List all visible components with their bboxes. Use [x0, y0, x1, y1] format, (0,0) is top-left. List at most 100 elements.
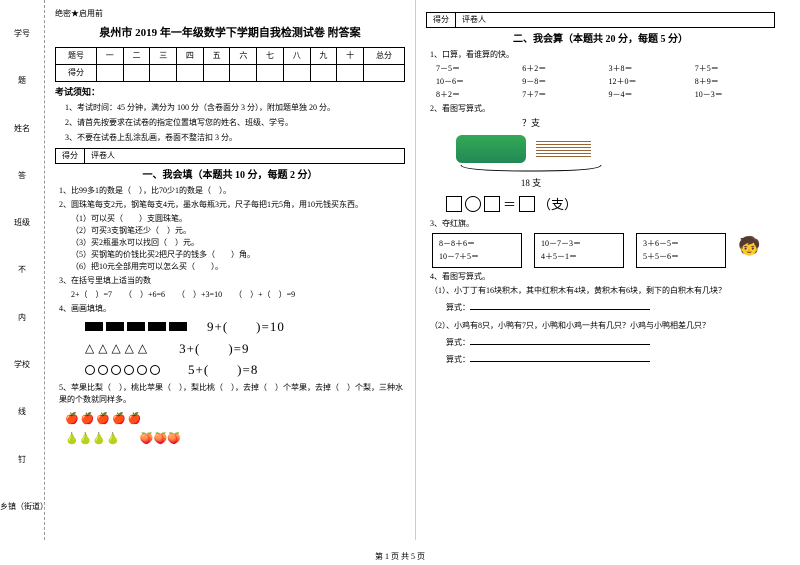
score-box-1: 得分 评卷人: [55, 148, 405, 164]
flag-boxes: 8－8＋6＝10－7＋5＝ 10－7－3＝4＋5－1＝ 3＋6－5＝5＋5－6＝…: [432, 233, 775, 268]
kousuan-item: 9－8＝: [522, 76, 602, 88]
score-cell: [257, 64, 284, 81]
flag-box-2: 10－7－3＝4＋5－1＝: [534, 233, 624, 268]
notice-1: 1、考试时间：45 分钟，满分为 100 分（含卷面分 3 分），附加题单独 2…: [65, 102, 405, 114]
kousuan-item: 6＋2＝: [522, 63, 602, 75]
q1-5: 5、苹果比梨（ ），桃比苹果（ ），梨比桃（ ），去掉（ ）个苹果，去掉（ ）个…: [59, 382, 405, 406]
score-header: 五: [203, 47, 230, 64]
notice-heading: 考试须知：: [55, 86, 405, 100]
box-equation: ＝（支）: [446, 195, 775, 215]
score-header: 十: [337, 47, 364, 64]
pen-case-icon: [456, 135, 526, 163]
binding-banji: 班级: [14, 217, 30, 228]
eq3: 5+( )=8: [188, 360, 258, 380]
q2-2: 2、看图写算式。: [430, 103, 775, 115]
kousuan-item: 12＋0＝: [609, 76, 689, 88]
fruit-apple-row: 🍎🍎🍎🍎🍎: [65, 408, 405, 429]
q2-3: 3、夺红旗。: [430, 218, 775, 230]
scorebox-pingjuan: 评卷人: [85, 148, 405, 164]
unit-label: （支）: [538, 195, 577, 215]
score-header: 八: [283, 47, 310, 64]
kousuan-item: 7＋7＝: [522, 89, 602, 101]
q1-2-5: （5）买钢笔的价钱比买2把尺子的钱多（ ）角。: [71, 249, 405, 261]
mental-math-grid: 7－5＝6＋2＝3＋8＝7＋5＝10－6＝9－8＝12＋0＝8＋9＝8＋2＝7＋…: [436, 63, 775, 101]
scorebox-defen: 得分: [55, 148, 85, 164]
score-cell: [363, 64, 404, 81]
score-header: 题号: [56, 47, 97, 64]
score-header: 四: [177, 47, 204, 64]
fruit-pear-row: 🍐🍐🍐🍐: [65, 431, 120, 448]
shape-row-1: 9+( )=10: [85, 317, 405, 337]
shape-row-3: 5+( )=8: [85, 360, 405, 380]
fruit-peach-row: 🍑🍑🍑: [140, 431, 181, 448]
score-row-label: 得分: [56, 64, 97, 81]
q1-1: 1、比99多1的数是（ ），比70少1的数是（ ）。: [59, 185, 405, 197]
kousuan-item: 7－5＝: [436, 63, 516, 75]
score-cell: [203, 64, 230, 81]
kousuan-item: 9－4＝: [609, 89, 689, 101]
q1-4: 4、画画填填。: [59, 303, 405, 315]
q2-2-top: ？支: [456, 117, 606, 131]
kousuan-item: 10－6＝: [436, 76, 516, 88]
binding-xuehao: 学号: [14, 28, 30, 39]
section-1-heading: 一、我会填（本题共 10 分，每题 2 分）: [55, 168, 405, 183]
score-cell: [150, 64, 177, 81]
q2-2-bot: 18 支: [456, 177, 606, 191]
kousuan-item: 8＋2＝: [436, 89, 516, 101]
score-header: 一: [96, 47, 123, 64]
binding-nei: 内: [18, 312, 26, 323]
binding-ti: 题: [18, 75, 26, 86]
q1-3-eq: 2+（ ）=7 （ ）+6=6 （ ）+3=10 （ ）+（ ）=9: [71, 289, 405, 301]
score-cell: [96, 64, 123, 81]
score-header: 二: [123, 47, 150, 64]
suanshi-3: 算式：: [446, 352, 775, 366]
q2-1: 1、口算，看谁算的快。: [430, 49, 775, 61]
pen-diagram: [456, 135, 775, 163]
score-cell: [177, 64, 204, 81]
brace-icon: [456, 163, 606, 173]
scorebox-pingjuan-2: 评卷人: [456, 12, 775, 28]
score-header: 三: [150, 47, 177, 64]
person-icon: 🧒: [738, 233, 760, 268]
binding-da: 答: [18, 170, 26, 181]
q1-2: 2、圆珠笔每支2元，钢笔每支4元，墨水每瓶3元，尺子每把1元5角，用10元钱买东…: [59, 199, 405, 211]
binding-xuexiao: 学校: [14, 359, 30, 370]
scorebox-defen-2: 得分: [426, 12, 456, 28]
binding-margin: 学号 题 姓名 答 班级 不 内 学校 线 钉 乡镇（街道）: [0, 0, 45, 540]
score-cell: [123, 64, 150, 81]
notice-3: 3、不要在试卷上乱涂乱画，卷面不整洁扣 3 分。: [65, 132, 405, 144]
score-box-2: 得分 评卷人: [426, 12, 775, 28]
q1-3: 3、在括号里填上适当的数: [59, 275, 405, 287]
binding-xiangzhen: 乡镇（街道）: [0, 501, 44, 512]
kousuan-item: 3＋8＝: [609, 63, 689, 75]
shape-row-2: △△△△△ 3+( )=9: [85, 339, 405, 359]
suanshi-1: 算式：: [446, 300, 775, 314]
binding-ding: 钉: [18, 454, 26, 465]
q1-2-1: （1）可以买（ ）支圆珠笔。: [71, 213, 405, 225]
left-column: 绝密★启用前 泉州市 2019 年一年级数学下学期自我检测试卷 附答案 题号一二…: [45, 0, 415, 540]
binding-xian: 线: [18, 406, 26, 417]
q1-2-3: （3）买2瓶墨水可以找回（ ）元。: [71, 237, 405, 249]
kousuan-item: 7＋5＝: [695, 63, 775, 75]
score-header: 总分: [363, 47, 404, 64]
score-cell: [283, 64, 310, 81]
notice-2: 2、请首先按要求在试卷的指定位置填写您的姓名、班级、学号。: [65, 117, 405, 129]
score-header: 九: [310, 47, 337, 64]
score-cell: [310, 64, 337, 81]
q2-4-2: （2）、小鸡有8只，小鸭有7只，小鸭和小鸡一共有几只？小鸡与小鸭相差几只？: [430, 320, 775, 332]
q1-2-2: （2）可买3支钢笔还少（ ）元。: [71, 225, 405, 237]
score-table: 题号一二三四五六七八九十总分 得分: [55, 47, 405, 82]
section-2-heading: 二、我会算（本题共 20 分，每题 5 分）: [426, 32, 775, 47]
score-header: 七: [257, 47, 284, 64]
secret-label: 绝密★启用前: [55, 8, 405, 20]
q1-2-6: （6）把10元全部用完可以怎么买（ ）。: [71, 261, 405, 273]
score-cell: [337, 64, 364, 81]
kousuan-item: 10－3＝: [695, 89, 775, 101]
right-column: 得分 评卷人 二、我会算（本题共 20 分，每题 5 分） 1、口算，看谁算的快…: [415, 0, 785, 540]
q2-4-1: （1）、小丁丁有16块积木，其中红积木有4块，黄积木有6块，剩下的白积木有几块？: [430, 285, 775, 297]
score-header: 六: [230, 47, 257, 64]
sticks-icon: [536, 141, 591, 157]
paper-title: 泉州市 2019 年一年级数学下学期自我检测试卷 附答案: [55, 25, 405, 42]
binding-bu: 不: [18, 264, 26, 275]
score-cell: [230, 64, 257, 81]
